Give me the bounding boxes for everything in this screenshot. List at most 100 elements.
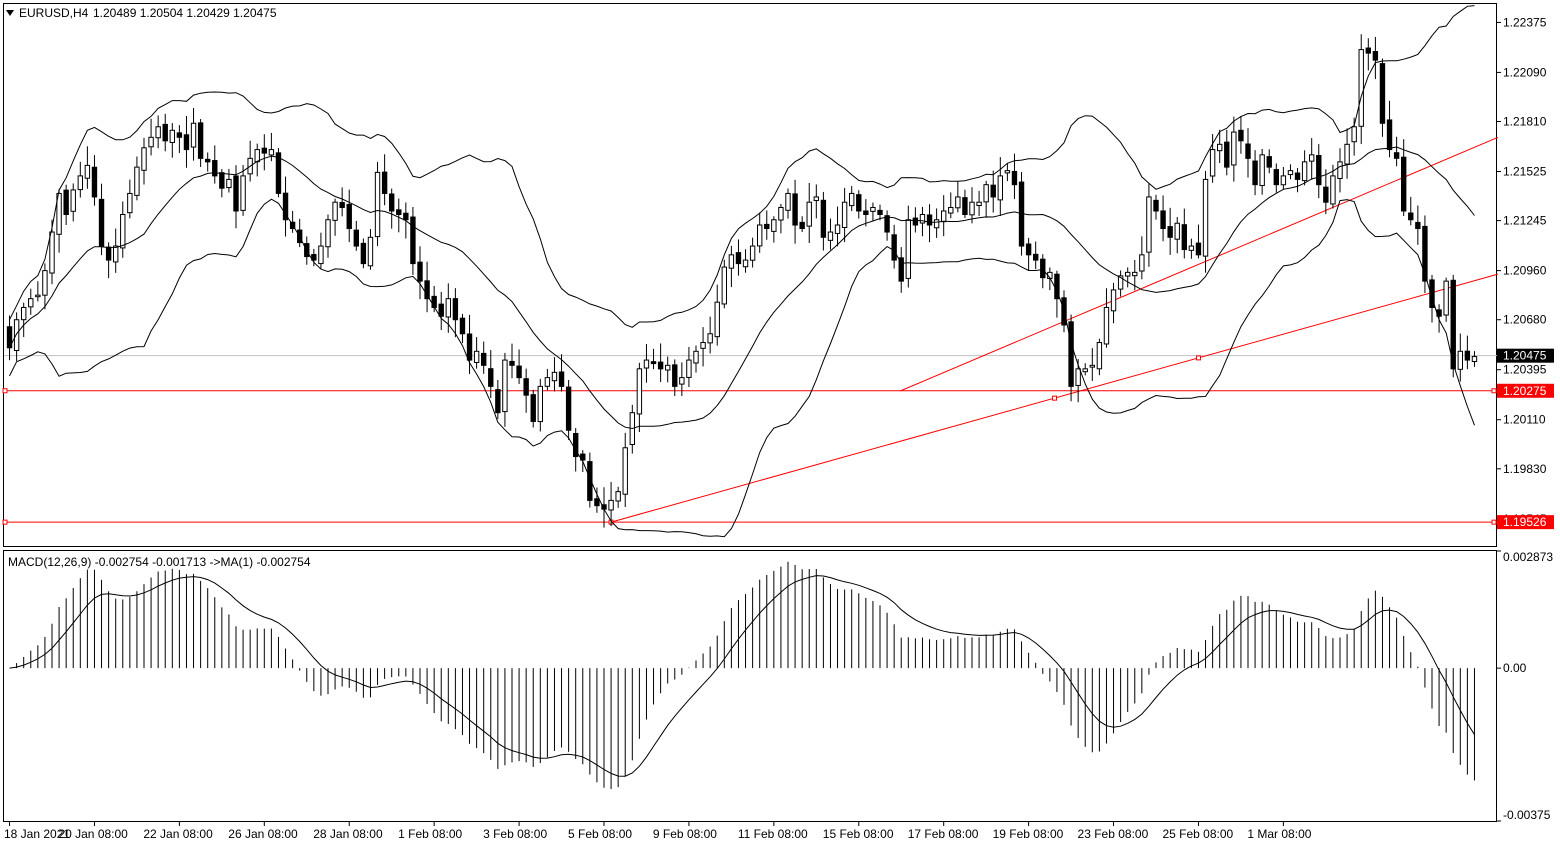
candle-body xyxy=(1408,212,1414,221)
candle-body xyxy=(523,378,529,396)
candle xyxy=(756,212,763,253)
candle xyxy=(1153,194,1159,220)
candle-body xyxy=(1457,350,1464,370)
candle-body xyxy=(49,231,55,274)
candle-body xyxy=(162,123,168,142)
trendline-anchor-handle xyxy=(1195,355,1201,361)
time-tick-label: 5 Feb 08:00 xyxy=(568,827,632,841)
candle-body xyxy=(1330,175,1336,205)
candle-body xyxy=(141,147,147,171)
candle-body xyxy=(594,498,600,507)
hline-anchor-handle xyxy=(1491,519,1497,525)
candle xyxy=(891,224,897,269)
candle xyxy=(919,206,926,237)
candle-body xyxy=(98,198,105,247)
hline-anchor-handle xyxy=(1491,388,1497,394)
candle-body xyxy=(650,361,657,365)
candle xyxy=(261,134,268,171)
candle-body xyxy=(1110,289,1117,312)
candle-body xyxy=(820,199,827,238)
candle-body xyxy=(1146,196,1152,253)
candle xyxy=(962,189,968,218)
candle xyxy=(374,161,381,247)
candle xyxy=(63,184,69,226)
candle-body xyxy=(226,178,232,189)
candle xyxy=(778,203,784,234)
candle-body xyxy=(778,206,784,221)
candle-body xyxy=(438,303,444,317)
candle xyxy=(197,119,204,167)
candle-body xyxy=(1075,368,1081,386)
candle-body xyxy=(728,254,735,269)
candle-body xyxy=(813,196,820,201)
candle-body xyxy=(1266,156,1272,168)
candle xyxy=(841,187,848,243)
candle xyxy=(1471,351,1478,367)
macd-label: MACD(12,26,9) -0.002754 -0.001713 ->MA(1… xyxy=(8,555,311,569)
candle xyxy=(926,204,933,243)
candle-body xyxy=(91,166,98,198)
candle xyxy=(742,249,749,273)
candle-body xyxy=(1308,154,1315,162)
candle-body xyxy=(714,301,720,338)
candle-body xyxy=(212,160,218,177)
candle-body xyxy=(42,270,48,296)
candle-body xyxy=(615,491,621,502)
candle xyxy=(1280,167,1287,190)
candle-body xyxy=(1174,222,1180,240)
candle-body xyxy=(190,122,197,148)
candle xyxy=(381,154,388,206)
candle-body xyxy=(282,192,289,221)
candle xyxy=(608,481,614,527)
price-plot xyxy=(2,5,1499,538)
candle xyxy=(1025,237,1032,271)
candle-body xyxy=(105,246,112,261)
candle-body xyxy=(1450,279,1456,370)
candle-body xyxy=(169,129,176,143)
candle-body xyxy=(424,280,430,300)
candle-body xyxy=(976,201,982,207)
candle xyxy=(84,146,91,189)
candle-body xyxy=(452,298,459,321)
candle xyxy=(162,113,168,152)
candle xyxy=(488,350,494,399)
price-tick-label: 1.21245 xyxy=(1503,214,1547,228)
menu-triangle-icon[interactable] xyxy=(6,10,14,16)
candle-body xyxy=(940,210,947,223)
macd-tick-label: 0.002873 xyxy=(1503,550,1553,564)
candle-body xyxy=(1238,129,1244,142)
candle-body xyxy=(148,136,154,148)
candle xyxy=(749,237,756,268)
candle-body xyxy=(686,359,692,378)
hline-price-tag: 1.19526 xyxy=(1503,515,1547,529)
candle-body xyxy=(877,209,883,215)
candle-body xyxy=(898,257,904,282)
candle xyxy=(544,368,551,391)
candle xyxy=(1464,335,1471,370)
candle-body xyxy=(360,242,367,265)
candle-body xyxy=(445,298,452,318)
candle xyxy=(997,157,1004,216)
candle-body xyxy=(35,294,41,298)
candle xyxy=(70,183,76,222)
price-axis: 1.22375 1.22090 1.21810 1.21525 1.21245 1.209… xyxy=(1497,15,1554,530)
candle-body xyxy=(905,219,912,279)
candle xyxy=(452,288,459,338)
hline-price-tag-bg xyxy=(1497,383,1554,398)
candle xyxy=(480,341,487,374)
candle xyxy=(1422,215,1428,294)
candle-body xyxy=(856,194,862,212)
candle-body xyxy=(367,236,374,267)
time-tick-label: 25 Feb 08:00 xyxy=(1162,827,1233,841)
price-pane-frame xyxy=(3,3,1497,547)
candle xyxy=(664,356,671,383)
candle-body xyxy=(1316,155,1322,186)
candle xyxy=(693,345,699,373)
candle xyxy=(332,198,338,236)
candle-body xyxy=(1224,141,1230,168)
candle xyxy=(91,155,98,206)
candle-body xyxy=(622,447,628,495)
candle xyxy=(622,432,628,507)
candle-body xyxy=(756,224,763,247)
